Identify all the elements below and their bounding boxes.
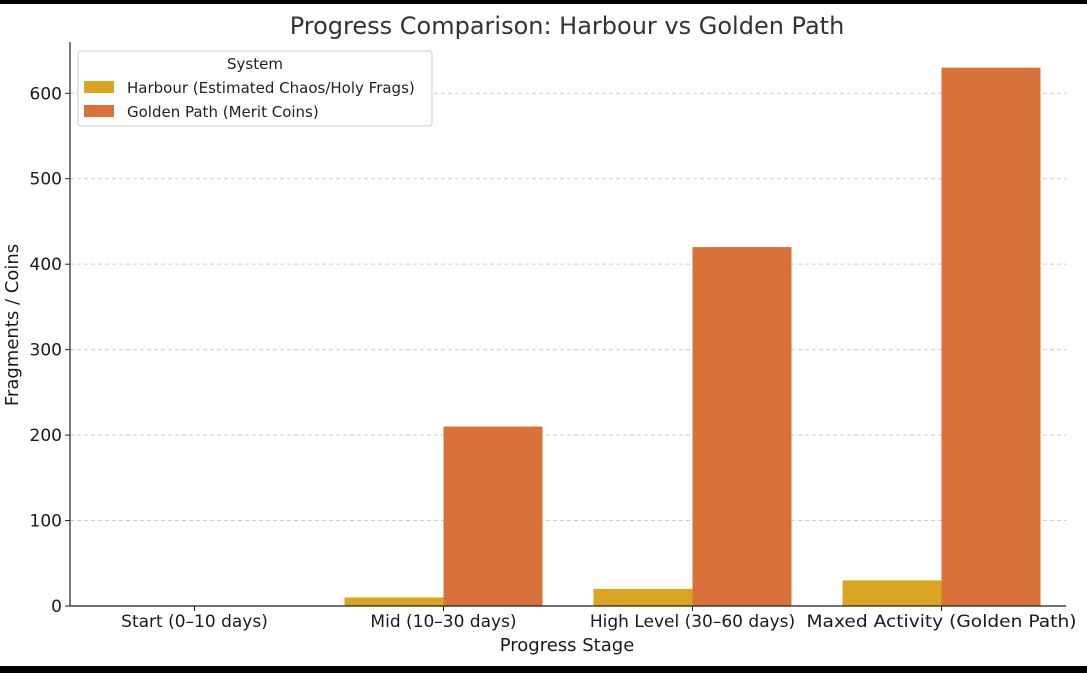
bar-harbour: [344, 597, 444, 606]
y-tick-label: 300: [30, 341, 62, 361]
x-tick-label: Mid (10–30 days): [370, 612, 516, 632]
bars: [344, 67, 1041, 607]
bar-golden-path: [443, 426, 543, 606]
y-axis-label: Fragments / Coins: [2, 244, 23, 406]
gridlines: [70, 92, 1066, 522]
y-tick-label: 0: [51, 597, 62, 617]
bar-harbour: [842, 580, 942, 606]
y-ticks: 0 100 200 300 400 500 600: [30, 84, 70, 617]
y-tick-label: 600: [30, 84, 62, 104]
x-tick-label: Start (0–10 days): [121, 612, 268, 632]
legend-box: [77, 50, 433, 127]
bar-harbour: [593, 588, 693, 606]
y-tick-label: 500: [30, 170, 62, 190]
x-tick-label: High Level (30–60 days): [590, 612, 795, 632]
x-axis-label: Progress Stage: [500, 635, 635, 656]
legend: System Harbour (Estimated Chaos/Holy Fra…: [77, 50, 433, 127]
bottom-frame-bar: [0, 666, 1087, 673]
chart-title: Progress Comparison: Harbour vs Golden P…: [290, 12, 845, 40]
bar-golden-path: [941, 67, 1041, 607]
legend-swatch-golden-path: [84, 105, 114, 117]
legend-title: System: [227, 55, 283, 73]
legend-swatch-harbour: [84, 81, 114, 93]
axes: [69, 42, 1066, 607]
x-tick-label: Maxed Activity (Golden Path): [807, 612, 1077, 632]
y-tick-label: 400: [30, 255, 62, 275]
legend-label-harbour: Harbour (Estimated Chaos/Holy Frags): [127, 79, 415, 97]
y-tick-label: 200: [30, 426, 62, 446]
y-tick-label: 100: [30, 512, 62, 532]
x-ticks: Start (0–10 days) Mid (10–30 days) High Le…: [121, 606, 1077, 632]
legend-label-golden-path: Golden Path (Merit Coins): [127, 103, 319, 121]
bar-golden-path: [692, 247, 792, 606]
top-frame-bar: [0, 0, 1087, 4]
